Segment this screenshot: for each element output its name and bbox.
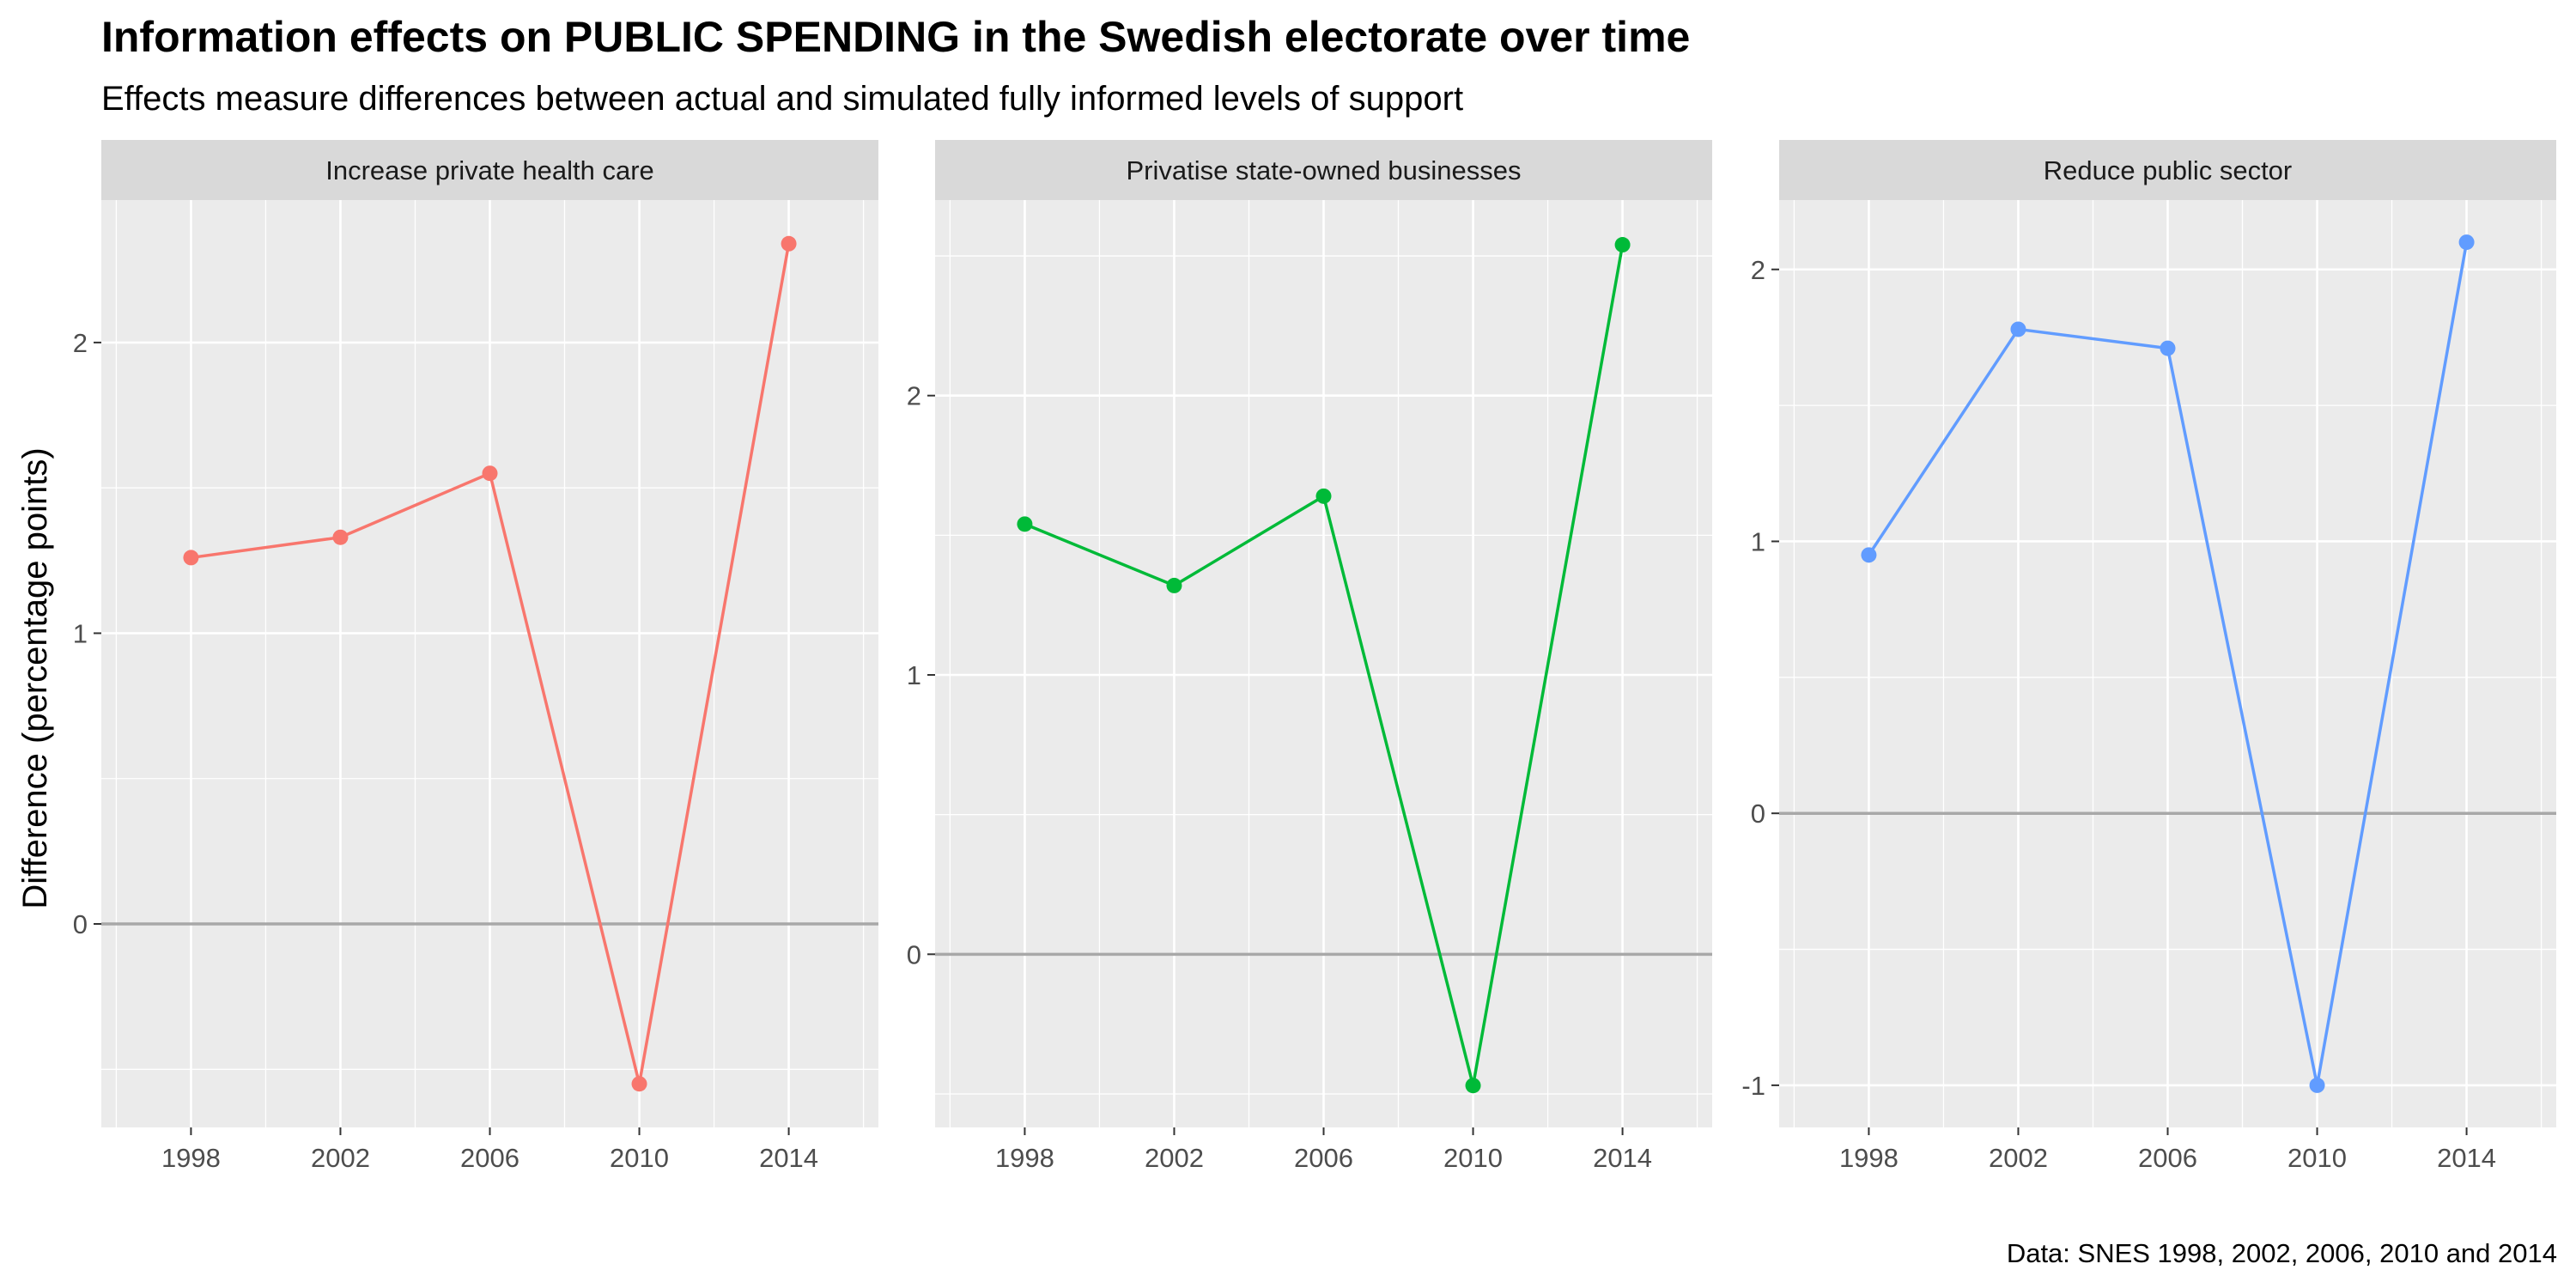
facet-panel: Reduce public sector -1 0 1 2 1998 2002 2006 201…: [1741, 140, 2556, 1173]
data-point: [781, 235, 797, 252]
data-point: [2458, 234, 2475, 251]
data-point: [2010, 321, 2026, 337]
x-tick-label: 2014: [759, 1143, 818, 1173]
data-point: [482, 465, 498, 482]
facet-strip-label: Reduce public sector: [2044, 155, 2293, 185]
y-tick-label: 1: [907, 660, 921, 690]
x-tick-label: 1998: [995, 1143, 1054, 1173]
y-tick-label: 0: [73, 909, 88, 939]
x-tick-label: 2010: [1443, 1143, 1503, 1173]
facet-panel: Privatise state-owned businesses 0 1 2 1998 2…: [907, 140, 1712, 1173]
x-tick-label: 2006: [1294, 1143, 1353, 1173]
data-point: [183, 550, 199, 566]
data-point: [1166, 577, 1182, 593]
x-tick-label: 2010: [2287, 1143, 2347, 1173]
data-point: [2160, 340, 2176, 356]
facet-strip: [935, 140, 1712, 200]
y-tick-label: 1: [73, 618, 88, 648]
y-axis-title: Difference (percentage points): [16, 447, 54, 908]
data-point: [1614, 237, 1631, 253]
facet-strip: [1779, 140, 2556, 200]
x-tick-label: 2006: [2138, 1143, 2197, 1173]
y-tick-label: 1: [1751, 526, 1765, 556]
x-tick-label: 2002: [1989, 1143, 2048, 1173]
x-tick-label: 2014: [2437, 1143, 2496, 1173]
chart-caption: Data: SNES 1998, 2002, 2006, 2010 and 20…: [2007, 1238, 2557, 1268]
y-tick-label: 0: [1751, 799, 1765, 829]
x-tick-label: 1998: [161, 1143, 221, 1173]
x-tick-label: 2006: [460, 1143, 519, 1173]
data-point: [1861, 547, 1877, 563]
x-tick-label: 2002: [1145, 1143, 1204, 1173]
y-tick-label: 2: [1751, 255, 1765, 285]
x-tick-label: 2010: [610, 1143, 669, 1173]
data-point: [631, 1076, 647, 1092]
chart-subtitle: Effects measure differences between actu…: [101, 80, 1463, 118]
data-point: [2309, 1077, 2325, 1093]
data-point: [332, 529, 349, 545]
y-tick-label: 0: [907, 939, 921, 969]
data-point: [1017, 516, 1033, 532]
x-tick-label: 1998: [1839, 1143, 1899, 1173]
facet-strip-label: Increase private health care: [325, 155, 654, 185]
x-tick-label: 2002: [311, 1143, 370, 1173]
y-tick-label: 2: [907, 381, 921, 411]
facet-panel: Increase private health care 0 1 2 1998 2002 2…: [73, 140, 878, 1173]
facet-strip: [101, 140, 878, 200]
x-tick-label: 2014: [1593, 1143, 1652, 1173]
data-point: [1465, 1078, 1481, 1094]
chart-title: Information effects on PUBLIC SPENDING i…: [101, 13, 1690, 61]
y-tick-label: -1: [1741, 1071, 1765, 1101]
y-tick-label: 2: [73, 328, 88, 358]
data-point: [1315, 488, 1332, 504]
facet-strip-label: Privatise state-owned businesses: [1126, 155, 1521, 185]
